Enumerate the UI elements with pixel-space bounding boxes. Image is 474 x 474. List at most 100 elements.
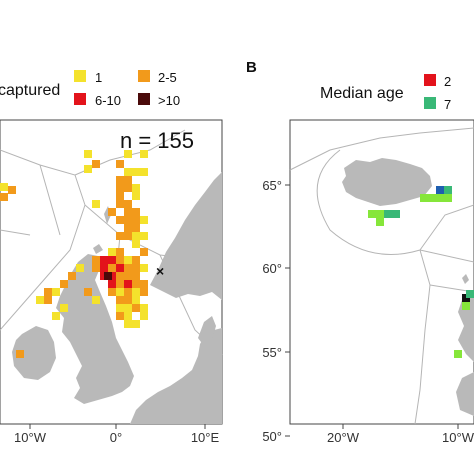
capture-cell [100, 264, 108, 272]
capture-cell [108, 280, 116, 288]
capture-cell [132, 240, 140, 248]
capture-cell [132, 288, 140, 296]
panel-b-eez-borders [289, 127, 474, 425]
capture-cell [92, 200, 100, 208]
norway-land [150, 172, 222, 300]
capture-cell [132, 264, 140, 272]
panel-b-letter: B [246, 59, 257, 76]
panel-a: captured 1 2-5 6-10 >10 [0, 70, 223, 445]
capture-cell [140, 248, 148, 256]
capture-cell [140, 304, 148, 312]
capture-cell [84, 165, 92, 173]
capture-cell [132, 320, 140, 328]
panel-a-legend-title: captured [0, 82, 60, 99]
legend-label-gt10: >10 [158, 93, 180, 108]
capture-cell [140, 288, 148, 296]
capture-cell [116, 280, 124, 288]
age-cell [420, 194, 428, 202]
capture-cell [116, 256, 124, 264]
capture-cell [124, 288, 132, 296]
capture-cell [132, 192, 140, 200]
age-cell [392, 210, 400, 218]
capture-cell [132, 232, 140, 240]
capture-cell [108, 248, 116, 256]
capture-cell [116, 176, 124, 184]
capture-cell [116, 264, 124, 272]
capture-cell [116, 184, 124, 192]
panel-a-sample-size: n = 155 [120, 128, 194, 153]
capture-cell [116, 248, 124, 256]
capture-cell [44, 296, 52, 304]
capture-cell [116, 296, 124, 304]
capture-cell [8, 186, 16, 194]
capture-cell [84, 288, 92, 296]
capture-cell [108, 256, 116, 264]
capture-cell [140, 280, 148, 288]
capture-cell [140, 150, 148, 158]
capture-cell [104, 272, 112, 280]
capture-cell [0, 183, 8, 191]
capture-cell [124, 256, 132, 264]
capture-cell [124, 296, 132, 304]
capture-cell [92, 296, 100, 304]
capture-cell [52, 288, 60, 296]
capture-cell [92, 264, 100, 272]
ireland-land [12, 326, 56, 380]
faroes-land [462, 274, 469, 284]
capture-cell [116, 312, 124, 320]
panel-b-legend-title: Median age [320, 85, 404, 102]
capture-cell [76, 264, 84, 272]
capture-cell [44, 288, 52, 296]
capture-cell [124, 312, 132, 320]
capture-cell [124, 320, 132, 328]
capture-cell [84, 150, 92, 158]
panel-b-x-tick-20w: 20°W [327, 430, 360, 445]
panel-b-age-cells [368, 186, 474, 358]
capture-cell [108, 288, 116, 296]
legend-label-age-2: 2 [444, 74, 451, 89]
capture-cell [124, 232, 132, 240]
panel-b-x-tick-10w: 10°W [442, 430, 474, 445]
capture-cell [124, 216, 132, 224]
panel-b-x-axis [342, 424, 459, 429]
capture-cell [132, 224, 140, 232]
panel-a-x-tick-10e: 10°E [191, 430, 220, 445]
panel-a-capture-cells [0, 150, 148, 358]
orkney-land [93, 244, 103, 254]
capture-cell [140, 264, 148, 272]
panel-a-cross-marker: × [156, 263, 164, 279]
panel-a-x-tick-10w: 10°W [14, 430, 47, 445]
panel-b-y-tick-55: 55° [262, 345, 282, 360]
capture-cell [68, 272, 76, 280]
capture-cell [116, 200, 124, 208]
ireland-edge-land [456, 372, 474, 416]
panel-b-y-tick-65: 65° [262, 178, 282, 193]
denmark-land [198, 316, 216, 346]
capture-cell [116, 232, 124, 240]
age-cell [444, 194, 452, 202]
capture-cell [124, 280, 132, 288]
capture-cell [124, 150, 132, 158]
capture-cell [132, 280, 140, 288]
capture-cell [124, 184, 132, 192]
great-britain-land [56, 254, 134, 404]
capture-cell [140, 216, 148, 224]
capture-cell [116, 192, 124, 200]
capture-cell [124, 224, 132, 232]
legend-swatch-1 [74, 70, 86, 82]
capture-cell [140, 232, 148, 240]
age-cell [376, 218, 384, 226]
age-cell [462, 302, 470, 310]
age-cell [368, 210, 376, 218]
panel-b-land [342, 158, 474, 416]
capture-cell [52, 312, 60, 320]
legend-swatch-gt10 [138, 93, 150, 105]
capture-cell [132, 184, 140, 192]
capture-cell [140, 312, 148, 320]
age-cell [444, 186, 452, 194]
capture-cell [92, 160, 100, 168]
legend-label-2-5: 2-5 [158, 70, 177, 85]
capture-cell [116, 216, 124, 224]
capture-cell [124, 272, 132, 280]
